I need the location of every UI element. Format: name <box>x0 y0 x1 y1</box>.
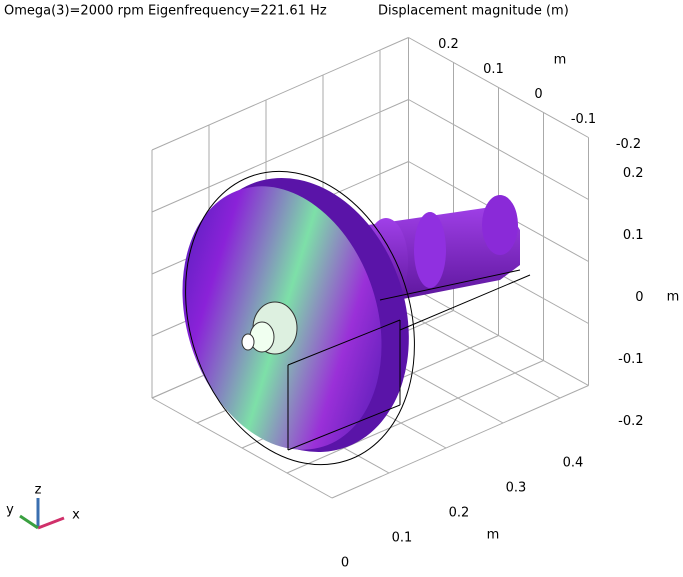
x-axis-label: m <box>487 528 500 543</box>
chart-title: Omega(3)=2000 rpm Eigenfrequency=221.61 … <box>4 4 327 19</box>
triad-x: x <box>72 508 80 523</box>
chart-subtitle: Displacement magnitude (m) <box>378 4 569 19</box>
triad: z x y <box>6 483 80 529</box>
y-tick-label: 0.1 <box>483 62 504 77</box>
y-tick-label: -0.2 <box>616 137 641 152</box>
x-tick-label: 0.1 <box>392 531 413 546</box>
z-axis-label: m <box>667 290 680 305</box>
y-tick-label: -0.1 <box>571 112 596 127</box>
grid-line <box>152 38 409 151</box>
x-tick-label: 0.4 <box>563 456 584 471</box>
triad-y: y <box>6 503 14 518</box>
z-tick-label: 0 <box>635 290 643 305</box>
chart: Omega(3)=2000 rpm Eigenfrequency=221.61 … <box>0 0 683 573</box>
y-axis-label: m <box>554 53 567 68</box>
triad-z: z <box>35 483 42 498</box>
z-tick-label: -0.2 <box>618 414 643 429</box>
x-tick-label: 0.2 <box>449 506 470 521</box>
x-tick-label: 0 <box>341 556 349 571</box>
y-tick-label: 0 <box>534 87 542 102</box>
z-tick-label: 0.1 <box>623 228 644 243</box>
z-tick-label: 0.2 <box>623 166 644 181</box>
x-tick-label: 0.3 <box>506 481 527 496</box>
y-tick-label: 0.2 <box>438 37 459 52</box>
z-tick-label: -0.1 <box>618 352 643 367</box>
rotor <box>149 141 530 494</box>
